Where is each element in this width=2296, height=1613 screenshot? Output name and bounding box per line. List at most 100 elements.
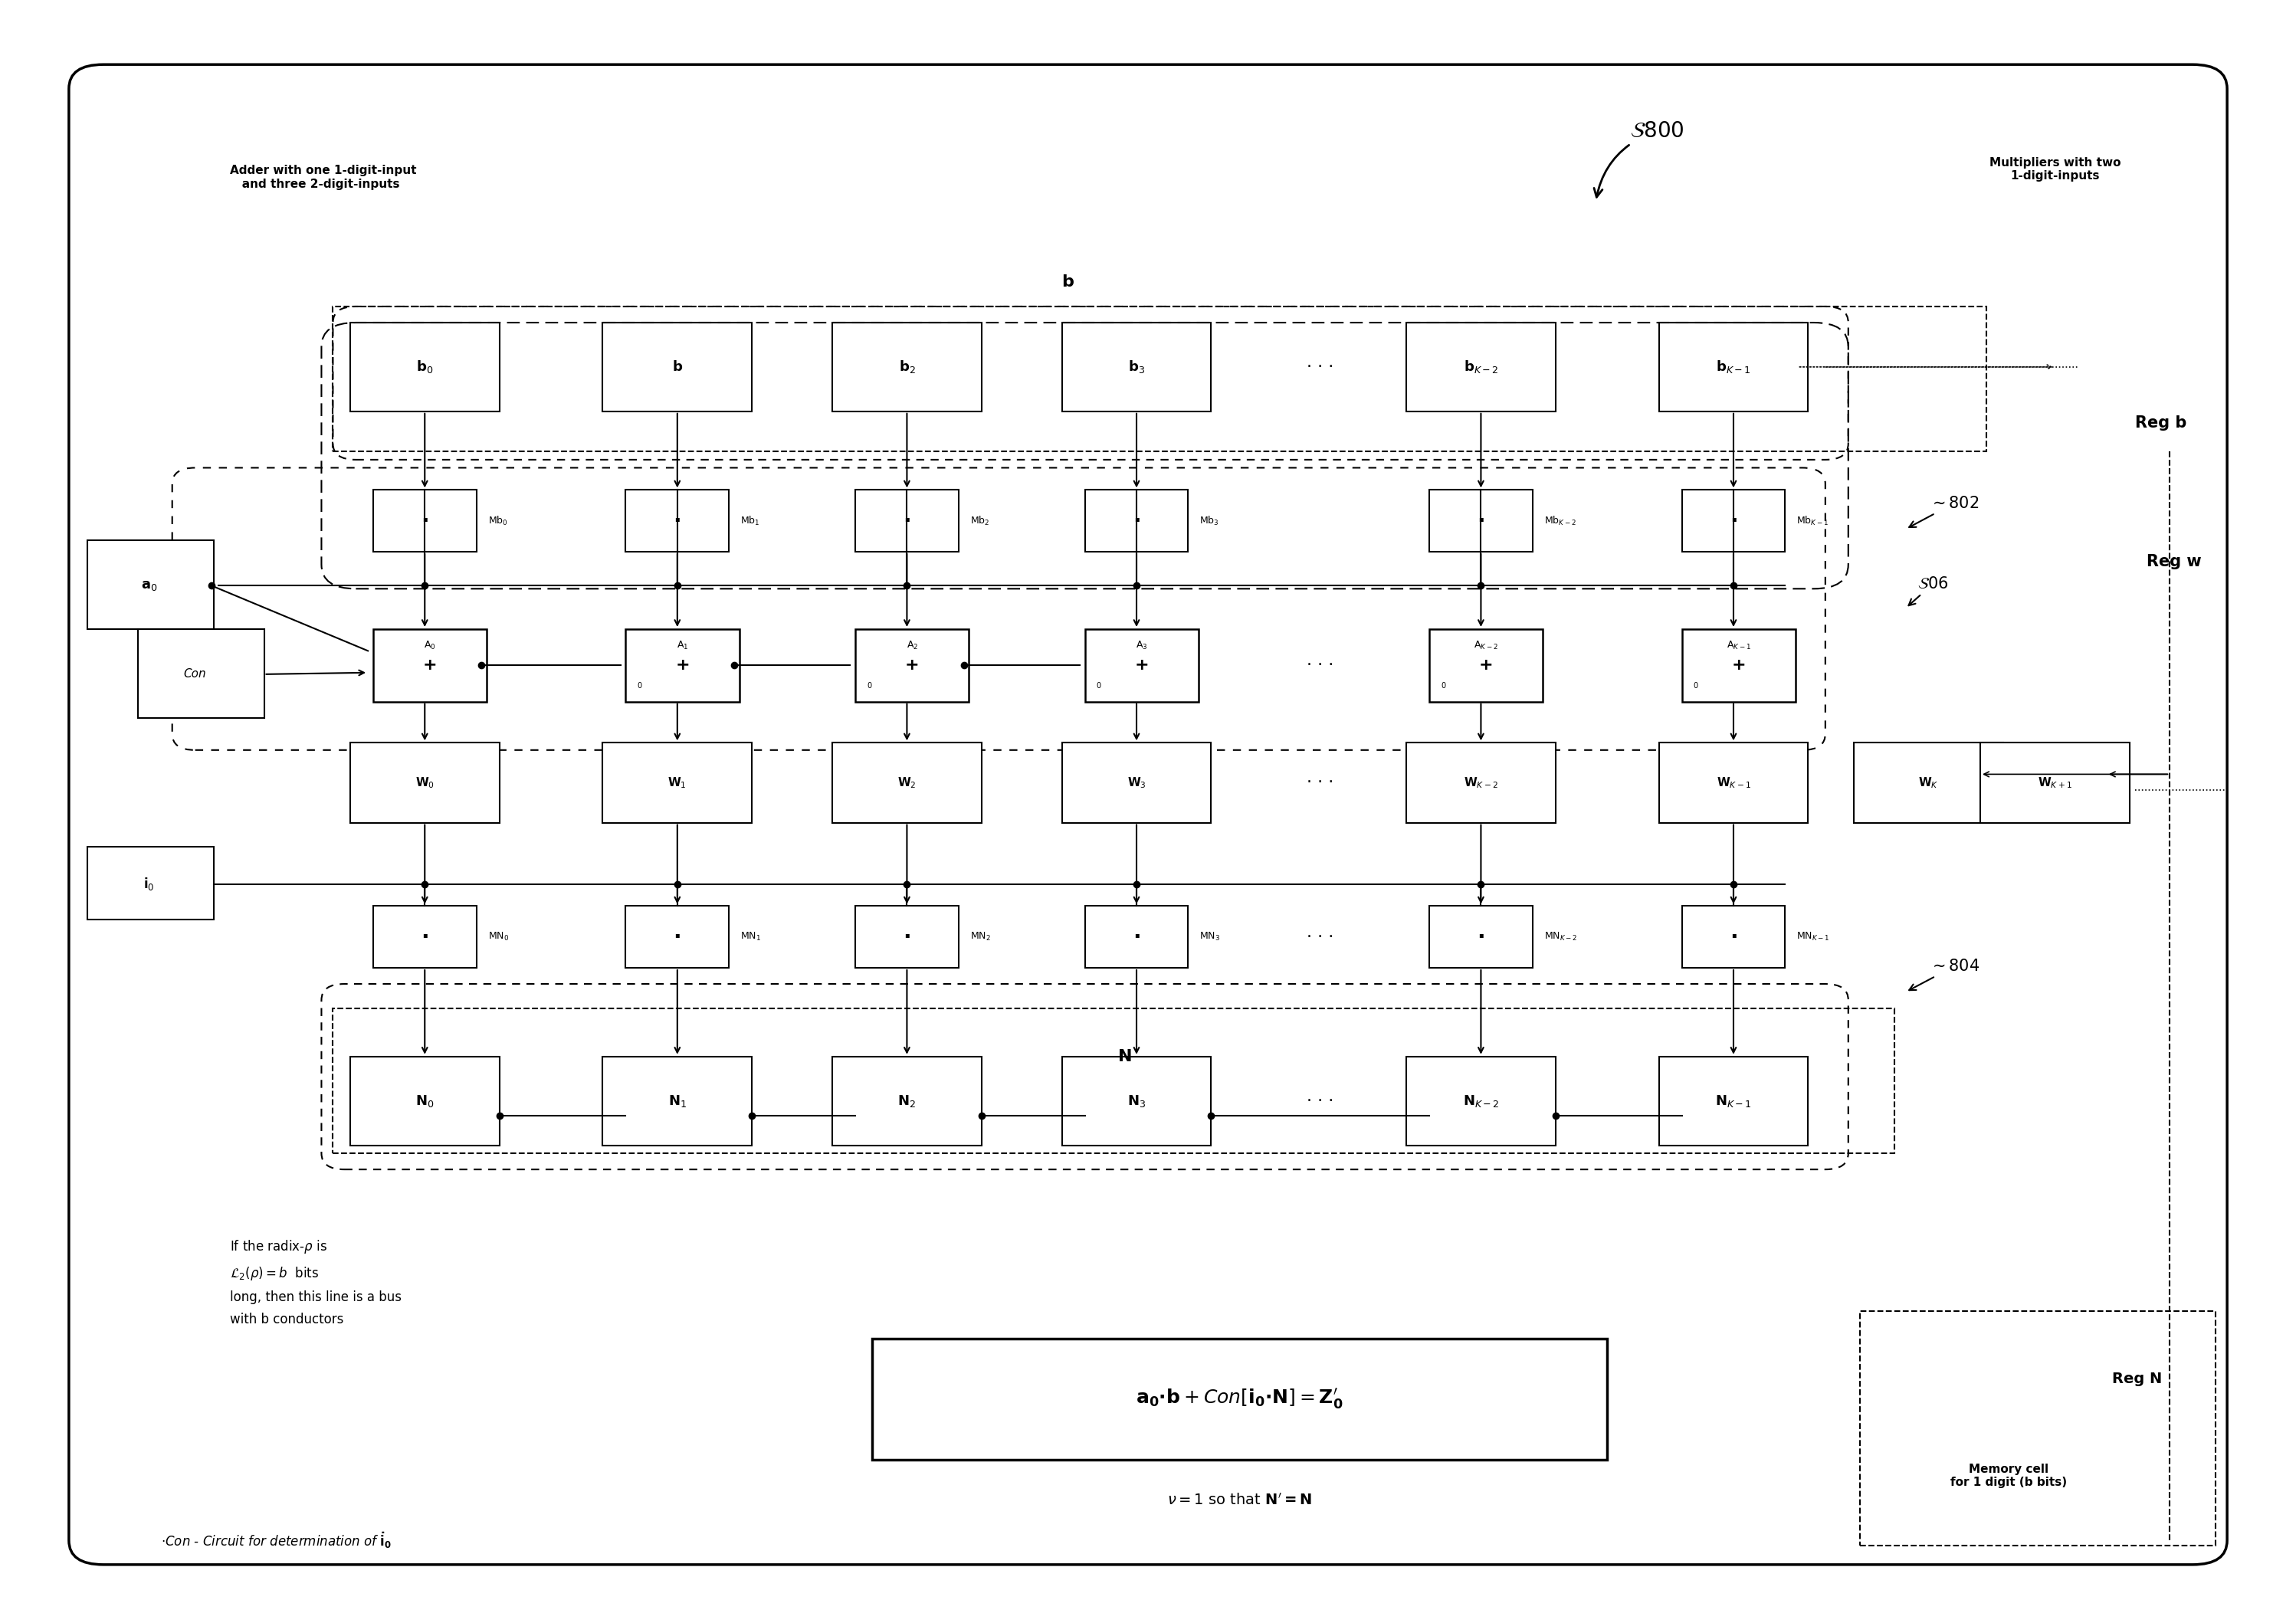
Text: ·: · <box>902 926 912 948</box>
Text: Adder with one 1-digit-input
   and three 2-digit-inputs: Adder with one 1-digit-input and three 2… <box>230 165 416 190</box>
Text: · · ·: · · · <box>1306 929 1334 945</box>
Text: A$_3$: A$_3$ <box>1137 639 1148 652</box>
Text: ·: · <box>673 926 682 948</box>
Text: MN$_2$: MN$_2$ <box>971 931 990 942</box>
Text: Mb$_0$: Mb$_0$ <box>487 515 507 527</box>
Text: MN$_0$: MN$_0$ <box>487 931 510 942</box>
Text: 0: 0 <box>1694 682 1699 689</box>
Bar <box>833 1057 983 1145</box>
Text: A$_{K-1}$: A$_{K-1}$ <box>1727 639 1752 652</box>
Text: b$_0$: b$_0$ <box>416 360 434 374</box>
Text: $\mathbf{a_0{\cdot}b} + Con[\mathbf{i_0{\cdot}N}] = \mathbf{Z_0^{\prime}}$: $\mathbf{a_0{\cdot}b} + Con[\mathbf{i_0{… <box>1137 1387 1343 1410</box>
Text: W$_1$: W$_1$ <box>668 776 687 790</box>
Text: +: + <box>675 658 689 673</box>
Text: Reg N: Reg N <box>2112 1371 2163 1387</box>
Text: N$_2$: N$_2$ <box>898 1094 916 1108</box>
Bar <box>1428 629 1543 702</box>
Text: Reg b: Reg b <box>2135 415 2186 431</box>
Text: Multipliers with two
1-digit-inputs: Multipliers with two 1-digit-inputs <box>1988 156 2122 182</box>
Bar <box>833 323 983 411</box>
Bar <box>1658 742 1809 823</box>
Bar <box>138 629 264 718</box>
Bar <box>333 306 1986 452</box>
Bar <box>333 1008 1894 1153</box>
Text: ·: · <box>1729 926 1738 948</box>
Text: · · ·: · · · <box>1306 1094 1334 1108</box>
Text: W$_{K+1}$: W$_{K+1}$ <box>2039 776 2071 790</box>
Text: If the radix-$\rho$ is
$\mathcal{L}_2(\rho) = b$  bits
long, then this line is a: If the radix-$\rho$ is $\mathcal{L}_2(\r… <box>230 1239 402 1326</box>
Text: MN$_{K-2}$: MN$_{K-2}$ <box>1543 931 1577 942</box>
Bar <box>1084 490 1189 552</box>
Text: N$_{K-2}$: N$_{K-2}$ <box>1463 1094 1499 1108</box>
Text: b: b <box>1061 274 1075 290</box>
Bar <box>1681 907 1786 968</box>
Text: b$_{\mathit{K}-1}$: b$_{\mathit{K}-1}$ <box>1715 360 1752 374</box>
Text: $\sim 804$: $\sim 804$ <box>1910 958 1979 990</box>
Text: · · ·: · · · <box>1306 658 1334 673</box>
Text: MN$_1$: MN$_1$ <box>739 931 762 942</box>
Text: Mb$_2$: Mb$_2$ <box>971 515 990 527</box>
Text: N$_1$: N$_1$ <box>668 1094 687 1108</box>
Bar <box>87 540 214 629</box>
Bar <box>1658 1057 1809 1145</box>
Text: a$_0$: a$_0$ <box>140 579 158 592</box>
Bar <box>1061 742 1212 823</box>
Bar <box>625 490 728 552</box>
Text: +: + <box>1731 658 1745 673</box>
Text: N: N <box>1118 1048 1132 1065</box>
Text: 0: 0 <box>636 682 643 689</box>
Text: ·: · <box>420 926 429 948</box>
Bar <box>1061 323 1212 411</box>
Text: N$_3$: N$_3$ <box>1127 1094 1146 1108</box>
Bar <box>1658 323 1809 411</box>
Text: MN$_3$: MN$_3$ <box>1199 931 1221 942</box>
Text: A$_0$: A$_0$ <box>425 639 436 652</box>
Text: ·: · <box>420 510 429 532</box>
Bar <box>349 323 501 411</box>
Bar <box>602 742 751 823</box>
Text: b$_{\mathit{K}-2}$: b$_{\mathit{K}-2}$ <box>1463 360 1499 374</box>
Bar <box>833 742 983 823</box>
Text: N$_0$: N$_0$ <box>416 1094 434 1108</box>
Text: Con: Con <box>184 668 207 681</box>
FancyBboxPatch shape <box>69 65 2227 1565</box>
Text: $\sim 802$: $\sim 802$ <box>1910 495 1979 527</box>
Text: Mb$_3$: Mb$_3$ <box>1199 515 1219 527</box>
Text: MN$_{K-1}$: MN$_{K-1}$ <box>1795 931 1830 942</box>
Bar <box>1084 629 1199 702</box>
Text: W$_0$: W$_0$ <box>416 776 434 790</box>
Bar <box>854 629 969 702</box>
Bar <box>1428 490 1534 552</box>
Text: b$_3$: b$_3$ <box>1127 360 1146 374</box>
Bar <box>1084 907 1189 968</box>
Text: A$_{K-2}$: A$_{K-2}$ <box>1474 639 1499 652</box>
Bar <box>625 907 728 968</box>
Text: 0: 0 <box>1442 682 1446 689</box>
Bar <box>602 1057 751 1145</box>
Bar <box>1860 1311 2216 1545</box>
Text: W$_3$: W$_3$ <box>1127 776 1146 790</box>
Bar <box>1855 742 2002 823</box>
Text: b: b <box>673 360 682 374</box>
Text: ·: · <box>1132 926 1141 948</box>
Text: $\cdot Con$ - Circuit for determination of $\mathbf{\dot{i}_0}$: $\cdot Con$ - Circuit for determination … <box>161 1531 393 1550</box>
Bar <box>854 490 960 552</box>
Text: +: + <box>422 658 436 673</box>
Text: A$_1$: A$_1$ <box>677 639 689 652</box>
Bar <box>349 1057 501 1145</box>
Text: · · ·: · · · <box>1306 774 1334 790</box>
Text: b$_2$: b$_2$ <box>898 360 916 374</box>
Text: N$_{K-1}$: N$_{K-1}$ <box>1715 1094 1752 1108</box>
Bar <box>872 1339 1607 1460</box>
Text: W$_K$: W$_K$ <box>1919 776 1938 790</box>
Bar <box>1681 490 1786 552</box>
Bar <box>372 907 478 968</box>
Text: $\nu = 1$ so that $\mathbf{N^{\prime} = N}$: $\nu = 1$ so that $\mathbf{N^{\prime} = … <box>1166 1492 1313 1508</box>
Text: +: + <box>1134 658 1148 673</box>
Text: $\mathcal{S}06$: $\mathcal{S}06$ <box>1908 576 1949 605</box>
Bar <box>854 907 960 968</box>
Text: Memory cell
for 1 digit (b bits): Memory cell for 1 digit (b bits) <box>1952 1463 2066 1489</box>
Text: ·: · <box>1729 510 1738 532</box>
Text: Reg w: Reg w <box>2147 553 2202 569</box>
Bar <box>1405 323 1557 411</box>
